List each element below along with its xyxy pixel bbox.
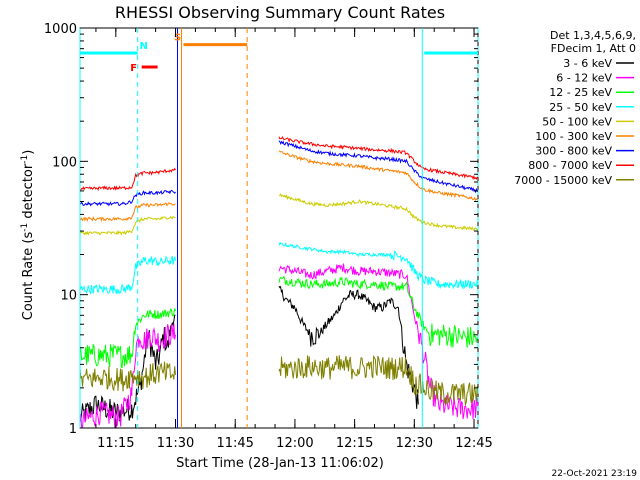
series-line-5-seg-1: [278, 150, 479, 202]
footer-timestamp: 22-Oct-2021 23:19: [552, 469, 638, 479]
y-tick-label-1: 10: [60, 289, 77, 304]
x-tick-label-1: 11:30: [157, 436, 194, 451]
legend-label-2: 12 - 25 keV: [549, 86, 612, 99]
x-tick-label-4: 12:15: [336, 436, 373, 451]
series-line-8-seg-1: [278, 354, 479, 406]
x-tick-label-6: 12:45: [455, 436, 492, 451]
legend-header-line-1: Det 1,3,4,5,6,9,: [550, 29, 636, 42]
series-line-8-seg-0: [79, 361, 176, 392]
y-axis-label-part-3: ): [21, 150, 36, 155]
legend-label-7: 800 - 7000 keV: [528, 159, 612, 172]
series-line-1-seg-0: [79, 323, 176, 429]
legend-label-6: 300 - 800 keV: [535, 145, 612, 158]
plot-frame: [79, 27, 479, 429]
annotation-letter-flare-2: F: [130, 63, 137, 74]
y-axis-label-part-1: Count Rate (s: [21, 232, 36, 321]
legend-label-5: 100 - 300 keV: [535, 130, 612, 143]
series-line-6-seg-1: [278, 140, 479, 194]
plot-area: NF S 1 10 100 1000 11:15 11:30 11:45 12:00 12:15 12…: [44, 22, 493, 451]
legend-label-4: 50 - 100 keV: [542, 115, 612, 128]
x-tick-label-0: 11:15: [97, 436, 134, 451]
series-line-7-seg-1: [278, 135, 479, 181]
series-line-3-seg-0: [79, 255, 176, 295]
series-line-0-seg-0: [79, 314, 176, 422]
legend-label-0: 3 - 6 keV: [563, 57, 612, 70]
legend-label-8: 7000 - 15000 keV: [514, 174, 612, 187]
chart-title: RHESSI Observing Summary Count Rates: [115, 3, 445, 22]
legend-label-3: 25 - 50 keV: [549, 101, 612, 114]
series-line-1-seg-1: [278, 263, 479, 420]
x-axis-label: Start Time (28-Jan-13 11:06:02): [176, 456, 384, 471]
y-axis-label-sup-1: -1: [20, 223, 30, 232]
y-tick-label-2: 100: [52, 155, 77, 170]
series-line-7-seg-0: [79, 167, 176, 192]
series-line-0-seg-1: [278, 285, 419, 409]
annotation-letter-night-0: N: [139, 41, 147, 52]
series-line-4-seg-0: [79, 215, 176, 236]
x-tick-label-5: 12:30: [396, 436, 433, 451]
x-tick-label-3: 12:00: [276, 436, 313, 451]
x-tick-label-2: 11:45: [216, 436, 253, 451]
legend-header-line-2: FDecim 1, Att 0: [551, 42, 636, 55]
y-tick-label-3: 1000: [44, 22, 77, 37]
y-axis-label-part-2: detector: [21, 163, 36, 223]
series-line-5-seg-0: [79, 202, 176, 223]
legend-label-1: 6 - 12 keV: [556, 72, 612, 85]
series-line-2-seg-0: [79, 308, 176, 369]
series-line-4-seg-1: [278, 192, 479, 232]
y-axis-label: Count Rate (s-1 detector-1): [20, 150, 36, 321]
annotation-letter-saa-3: S: [174, 33, 181, 44]
series-line-2-seg-1: [278, 275, 479, 348]
series-line-3-seg-1: [278, 241, 479, 290]
series-line-6-seg-0: [79, 189, 176, 207]
y-axis-label-sup-2: -1: [20, 155, 30, 164]
y-tick-label-0: 1: [69, 422, 77, 437]
